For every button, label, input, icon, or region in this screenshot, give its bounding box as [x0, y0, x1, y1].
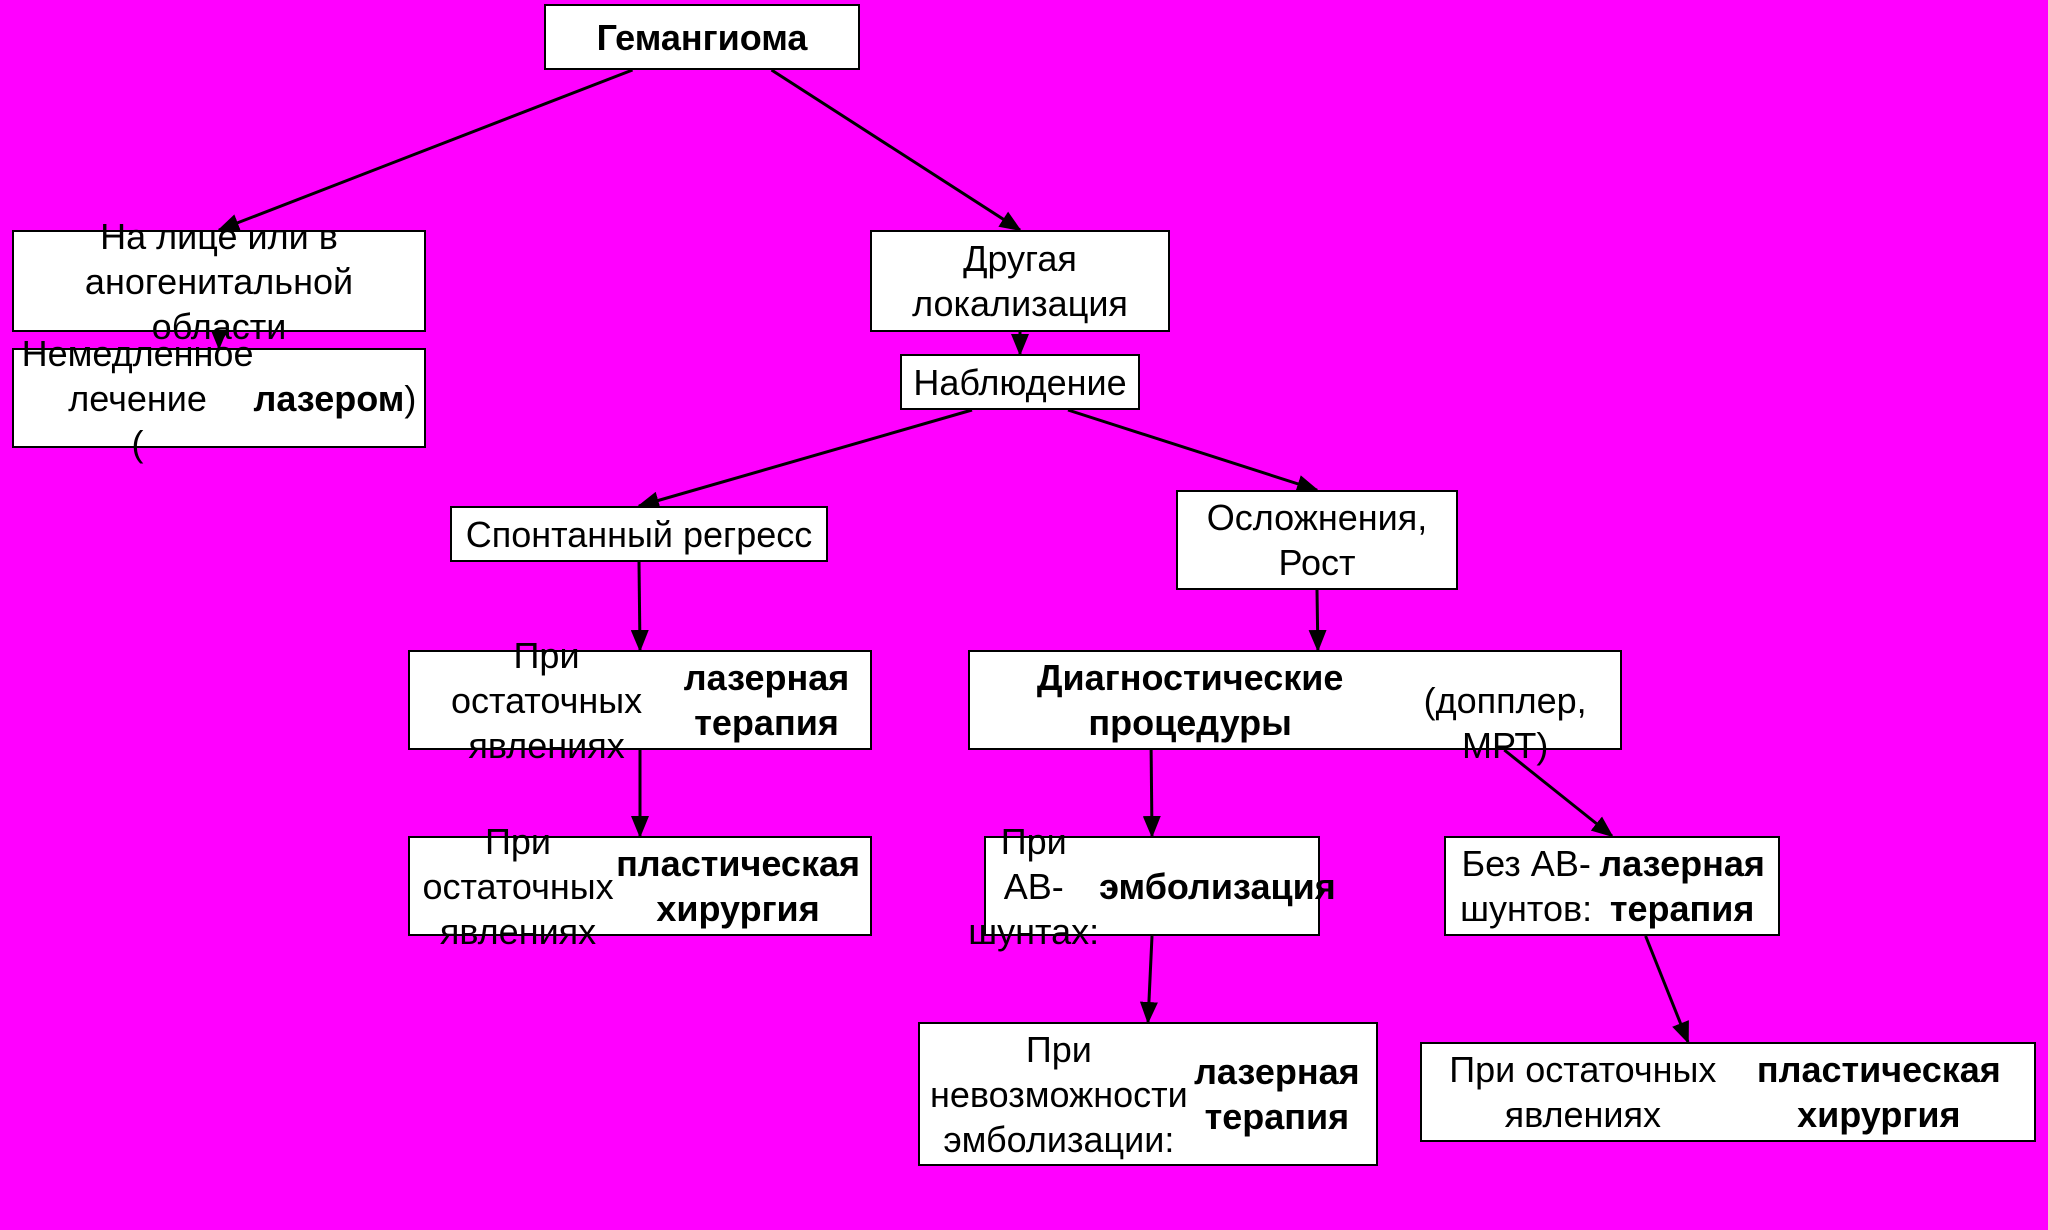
node-immediate: Немедленное лечение(лазером) [12, 348, 426, 448]
node-noav_laser: Без АВ-шунтов:лазерная терапия [1444, 836, 1780, 936]
edge-observe-to-complic [1068, 410, 1317, 490]
node-av_embol: При АВ-шунтах:эмболизация [984, 836, 1320, 936]
flowchart-canvas: Гемангиома На лице или ваногенитальной об… [0, 0, 2048, 1230]
node-root: Гемангиома [544, 4, 860, 70]
edge-av_embol-to-noembol [1148, 936, 1152, 1022]
node-residplast: При остаточных явленияхпластическая хиру… [408, 836, 872, 936]
edge-root-to-face [219, 70, 632, 230]
node-regress: Спонтанный регресс [450, 506, 828, 562]
node-diag: Диагностические процедуры(допплер, МРТ) [968, 650, 1622, 750]
node-complic: Осложнения,Рост [1176, 490, 1458, 590]
edge-noav_laser-to-resid2 [1646, 936, 1688, 1042]
edge-observe-to-regress [639, 410, 972, 506]
node-observe: Наблюдение [900, 354, 1140, 410]
edge-diag-to-av_embol [1151, 750, 1152, 836]
node-noembol: При невозможностиэмболизации:лазерная те… [918, 1022, 1378, 1166]
node-residlaser: При остаточных явленияхлазерная терапия [408, 650, 872, 750]
node-otherloc: Другаялокализация [870, 230, 1170, 332]
node-resid2: При остаточных явленияхпластическая хиру… [1420, 1042, 2036, 1142]
node-face: На лице или ваногенитальной области [12, 230, 426, 332]
edge-root-to-otherloc [772, 70, 1020, 230]
edge-complic-to-diag [1317, 590, 1318, 650]
